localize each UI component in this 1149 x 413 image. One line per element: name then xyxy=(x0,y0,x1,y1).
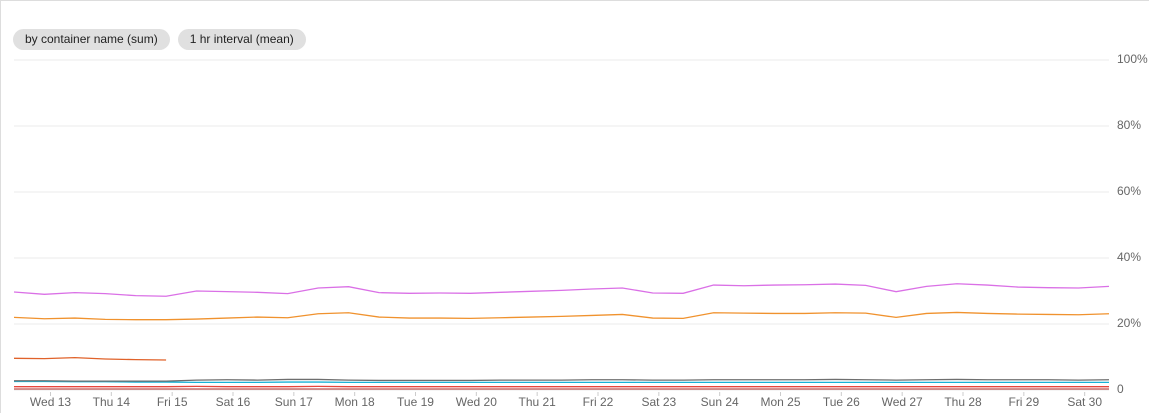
series-line xyxy=(14,378,1110,382)
x-tick-label: Wed 27 xyxy=(882,395,923,409)
chip[interactable]: 1 hr interval (mean) xyxy=(177,29,306,50)
x-tick-label: Tue 19 xyxy=(397,395,434,409)
x-tick-label: Sun 17 xyxy=(275,395,313,409)
x-tick-label: Fri 22 xyxy=(583,395,614,409)
x-tick-label: Tue 26 xyxy=(823,395,860,409)
x-tick-label: Sat 16 xyxy=(216,395,251,409)
series-line xyxy=(13,357,167,361)
x-tick-label: Sat 23 xyxy=(641,395,676,409)
x-tick-label: Sun 24 xyxy=(701,395,739,409)
x-tick-label: Fri 15 xyxy=(157,395,188,409)
y-tick-label: 20% xyxy=(1117,316,1141,330)
series-line xyxy=(13,311,1110,321)
x-tick-label: Mon 18 xyxy=(335,395,375,409)
y-tick-label: 0 xyxy=(1117,382,1124,396)
series-line xyxy=(13,283,1110,297)
chip-group: by container name (sum) 1 hr interval (m… xyxy=(13,29,306,50)
x-tick-label: Wed 20 xyxy=(456,395,497,409)
chip[interactable]: by container name (sum) xyxy=(13,29,170,50)
x-tick-label: Mon 25 xyxy=(760,395,800,409)
series-line xyxy=(14,380,1109,384)
y-tick-label: 80% xyxy=(1117,118,1141,132)
y-tick-label: 40% xyxy=(1117,250,1141,264)
y-tick-label: 60% xyxy=(1117,184,1141,198)
x-tick-label: Fri 29 xyxy=(1008,395,1039,409)
x-tick-label: Sat 30 xyxy=(1067,395,1102,409)
x-tick-label: Thu 14 xyxy=(93,395,131,409)
y-tick-label: 100% xyxy=(1117,52,1148,66)
x-tick-label: Wed 13 xyxy=(30,395,71,409)
x-tick-label: Thu 21 xyxy=(518,395,556,409)
x-tick-label: Thu 28 xyxy=(944,395,982,409)
